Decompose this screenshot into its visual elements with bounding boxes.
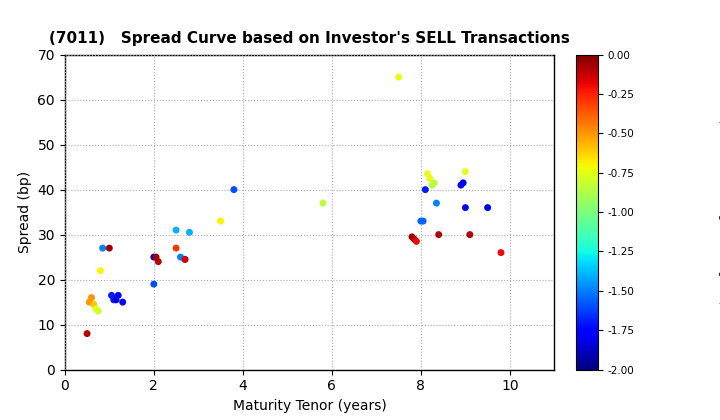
Point — [418, 218, 429, 224]
Point — [175, 254, 186, 260]
Point — [84, 299, 95, 305]
Point — [86, 294, 97, 301]
Point — [112, 292, 124, 299]
Point — [318, 200, 329, 207]
Point — [408, 236, 420, 242]
Point — [171, 227, 182, 234]
Point — [482, 204, 493, 211]
Point — [215, 218, 226, 224]
Point — [81, 330, 93, 337]
Point — [228, 186, 240, 193]
Point — [88, 301, 99, 308]
Point — [97, 245, 109, 252]
Point — [464, 231, 476, 238]
Point — [92, 308, 104, 315]
Point — [184, 229, 195, 236]
Y-axis label: Time in years between 8/9/2024 and Trade Date
(Past Trade Date is given as negat: Time in years between 8/9/2024 and Trade… — [718, 94, 720, 330]
Point — [90, 305, 102, 312]
Point — [420, 186, 431, 193]
Point — [406, 234, 418, 240]
Point — [153, 258, 164, 265]
Point — [424, 175, 436, 182]
Point — [415, 218, 427, 224]
X-axis label: Maturity Tenor (years): Maturity Tenor (years) — [233, 399, 387, 413]
Point — [393, 74, 405, 81]
Point — [148, 254, 160, 260]
Point — [433, 231, 444, 238]
Point — [110, 297, 122, 303]
Point — [108, 297, 120, 303]
Point — [150, 254, 162, 260]
Point — [117, 299, 128, 305]
Point — [428, 179, 440, 186]
Point — [106, 292, 117, 299]
Point — [459, 204, 471, 211]
Point — [495, 249, 507, 256]
Y-axis label: Spread (bp): Spread (bp) — [18, 171, 32, 253]
Point — [179, 256, 191, 263]
Title: (7011)   Spread Curve based on Investor's SELL Transactions: (7011) Spread Curve based on Investor's … — [49, 32, 570, 47]
Point — [171, 245, 182, 252]
Point — [410, 238, 422, 245]
Point — [426, 182, 438, 189]
Point — [94, 267, 106, 274]
Point — [104, 245, 115, 252]
Point — [455, 182, 467, 189]
Point — [457, 179, 469, 186]
Point — [179, 256, 191, 263]
Point — [459, 168, 471, 175]
Point — [148, 281, 160, 287]
Point — [431, 200, 442, 207]
Point — [422, 171, 433, 177]
